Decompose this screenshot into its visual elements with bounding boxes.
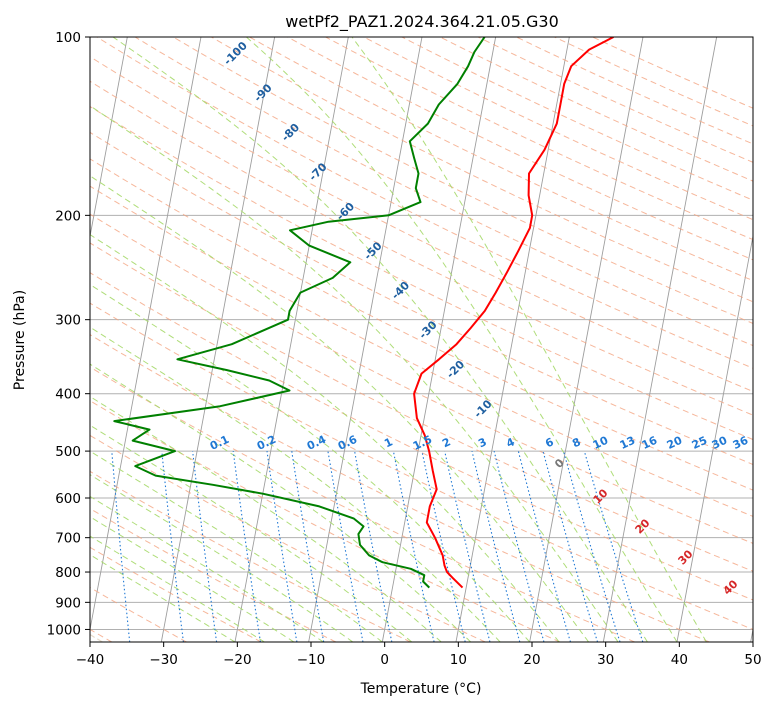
isotherm-line	[381, 37, 497, 642]
mixing-ratio-label: 30	[710, 434, 730, 452]
y-axis-label: Pressure (hPa)	[12, 290, 28, 390]
x-tick-label: 20	[523, 652, 540, 668]
moist-adiabat-line	[112, 37, 648, 642]
mixing-ratio-label: 10	[591, 434, 611, 452]
dry-adiabat-line	[96, 37, 753, 369]
dry-adiabat-line	[90, 434, 486, 642]
y-tick-label: 300	[55, 313, 81, 329]
y-tick-label: 500	[55, 444, 81, 460]
mixing-ratio-line	[192, 451, 218, 642]
dry-adiabat-line	[90, 508, 337, 642]
x-tick-label: −30	[149, 652, 178, 668]
dry-adiabat-line	[90, 366, 635, 642]
mixing-ratio-line	[266, 451, 298, 642]
sounding-series	[113, 37, 614, 589]
temperature-profile-line	[413, 37, 614, 589]
x-tick-label: −40	[76, 652, 105, 668]
dry-adiabat-line	[90, 302, 753, 630]
dewpoint-profile-line	[113, 37, 486, 589]
x-tick-label: −20	[223, 652, 252, 668]
moist-adiabat-line	[90, 234, 560, 642]
moist-adiabat-line	[90, 554, 236, 642]
mixing-ratio-lines	[111, 450, 644, 642]
mixing-ratio-label: 20	[665, 434, 685, 452]
x-tick-label: 30	[597, 652, 614, 668]
isotherm-line	[529, 37, 644, 642]
y-tick-label: 700	[55, 531, 81, 547]
x-tick-label: −10	[297, 652, 326, 668]
isotherm-line	[90, 37, 128, 239]
x-tick-label: 0	[380, 652, 389, 668]
y-tick-label: 900	[55, 595, 81, 611]
dry-adiabat-line	[90, 158, 753, 491]
y-tick-label: 200	[55, 208, 81, 224]
x-tick-label: 50	[744, 652, 761, 668]
dry-adiabat-line	[90, 334, 710, 642]
mixing-ratio-line	[111, 451, 131, 642]
moist-adiabat-line	[90, 450, 383, 642]
y-tick-label: 800	[55, 565, 81, 581]
y-tick-label: 600	[55, 491, 81, 507]
mixing-ratio-line	[161, 451, 184, 642]
moist-adiabats	[90, 37, 707, 642]
x-tick-label: 10	[450, 652, 467, 668]
moist-adiabat-line	[90, 363, 472, 642]
isotherm-line	[676, 233, 753, 642]
moist-adiabat-line	[90, 175, 589, 642]
y-tick-label: 1000	[47, 622, 81, 638]
mixing-ratio-line	[392, 450, 435, 642]
moist-adiabat-line	[90, 326, 501, 642]
isotherm-line	[602, 37, 718, 642]
moist-adiabat-line	[246, 37, 678, 642]
x-axis-label: Temperature (°C)	[360, 681, 482, 697]
pressure-grid	[90, 37, 753, 630]
dry-adiabat-line	[90, 213, 753, 544]
y-axis-ticks: 100 200 300 400 500 600 700 800 900 1000	[47, 30, 90, 638]
dry-adiabat-line	[211, 37, 753, 303]
mixing-ratio-line	[444, 450, 491, 642]
dry-adiabat-line	[90, 400, 561, 642]
isotherm-line	[90, 37, 202, 632]
moist-adiabat-line	[90, 424, 413, 642]
mixing-ratio-line	[471, 450, 521, 642]
chart-title: wetPf2_PAZ1.2024.364.21.05.G30	[285, 12, 559, 32]
dry-adiabat-line	[90, 185, 753, 517]
plot-area: -100-90-80-70-60-50-40-30-20-100.1 0.2 0.4…	[90, 37, 753, 642]
dry-adiabat-line	[134, 37, 753, 347]
moist-adiabat-line	[90, 535, 265, 642]
y-tick-label: 100	[55, 30, 81, 46]
dry-adiabat-line	[90, 131, 753, 466]
dry-adiabat-line	[90, 105, 753, 441]
moist-adiabat-line	[90, 474, 354, 642]
isotherm-line	[308, 37, 423, 642]
mixing-ratio-label: 36	[731, 434, 751, 452]
dry-adiabats	[90, 37, 753, 642]
mixing-ratio-line	[583, 450, 644, 642]
mixing-ratio-label: 13	[618, 434, 637, 452]
x-tick-label: 40	[671, 652, 688, 668]
plot-frame	[89, 36, 754, 643]
mixing-ratio-label: 25	[690, 434, 709, 452]
x-axis-ticks: −40 −30 −20 −10 0 10 20 30 40 50	[76, 642, 762, 668]
isotherm-line	[160, 37, 276, 642]
moist-adiabat-line	[351, 37, 707, 642]
moist-adiabat-line	[90, 395, 442, 642]
isotherm-line	[234, 37, 349, 642]
mixing-ratio-line	[232, 451, 261, 642]
isotherm-lines	[90, 37, 753, 642]
mixing-ratio-line	[354, 451, 393, 642]
mixing-ratio-line	[517, 450, 572, 642]
mixing-ratio-line	[493, 450, 545, 642]
mixing-ratio-line	[421, 450, 466, 642]
mixing-ratio-label: 16	[640, 434, 660, 452]
y-tick-label: 400	[55, 387, 81, 403]
mixing-ratio-line	[562, 450, 621, 642]
mixing-ratio-line	[542, 450, 599, 642]
